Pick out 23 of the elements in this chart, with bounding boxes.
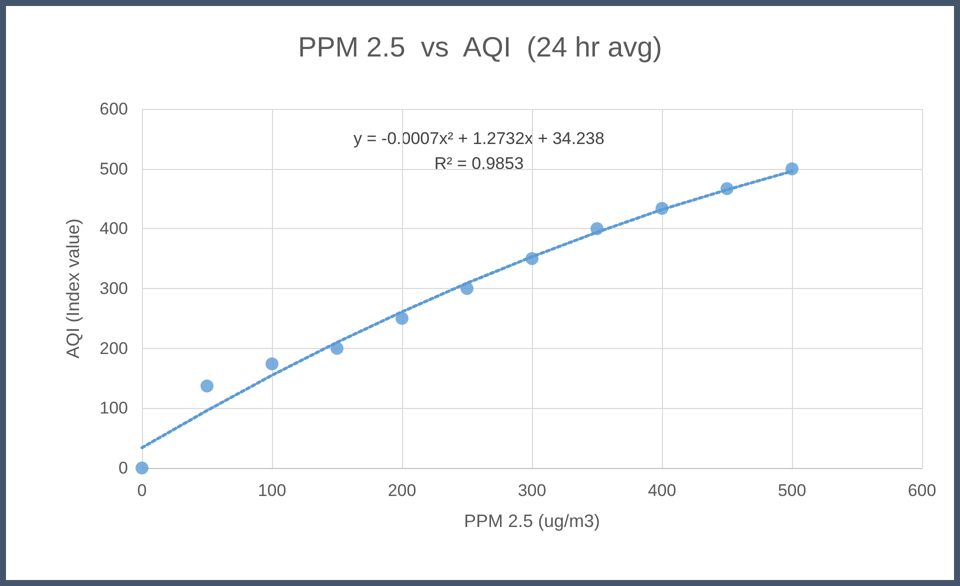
y-tick-label: 400	[100, 219, 128, 238]
y-tick-label: 600	[100, 100, 128, 118]
x-tick-label: 600	[908, 481, 936, 500]
point	[136, 462, 148, 474]
x-tick-label: 300	[518, 481, 546, 500]
y-tick-label: 300	[100, 279, 128, 298]
y-tick-label: 0	[118, 458, 128, 478]
annotation: R² = 0.9853	[434, 154, 524, 173]
y-tick-label: 500	[100, 159, 128, 178]
y-tick-label: 200	[100, 338, 128, 358]
point	[200, 380, 214, 393]
x-tick-label: 100	[258, 481, 286, 500]
x-tick-label: 200	[388, 481, 416, 500]
point	[396, 312, 408, 325]
x-tick-label: 500	[778, 481, 806, 500]
x-tick-label: 0	[137, 481, 147, 500]
y-axis-title: AQI (Index value)	[63, 218, 83, 359]
x-tick-label: 400	[648, 481, 676, 500]
chart-title: PPM 2.5 vs AQI (24 hr avg)	[298, 32, 662, 62]
y-tick-label: 100	[100, 398, 128, 418]
point	[266, 357, 278, 370]
annotation: y = -0.0007x² + 1.2732x + 34.238	[354, 129, 604, 148]
x-axis-title: PPM 2.5 (ug/m3)	[464, 511, 600, 531]
